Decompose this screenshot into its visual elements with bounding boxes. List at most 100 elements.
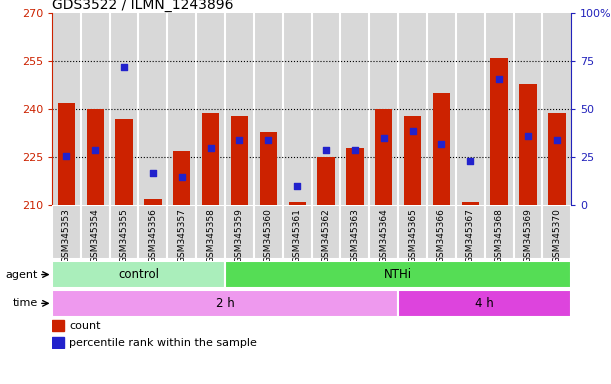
Bar (225, 205, 254, 259)
Bar (52, 337, 64, 348)
Point (148, 170, 158, 176)
Bar (369, 205, 398, 259)
Text: GSM345360: GSM345360 (264, 208, 273, 263)
Point (263, 137, 273, 143)
Bar (109, 13, 139, 205)
Bar (81, 205, 109, 259)
Bar (312, 13, 340, 205)
Bar (543, 13, 571, 205)
Point (206, 145, 216, 151)
Point (321, 147, 331, 153)
Point (379, 135, 389, 141)
Bar (519, 84, 536, 205)
Text: GSM345370: GSM345370 (552, 208, 562, 263)
Bar (427, 13, 456, 205)
Bar (398, 205, 427, 259)
Point (90, 147, 100, 153)
Bar (231, 116, 248, 205)
Point (466, 158, 475, 164)
Bar (52, 205, 81, 259)
Point (350, 147, 360, 153)
Bar (254, 13, 283, 205)
Bar (57, 103, 75, 205)
Text: time: time (12, 298, 37, 308)
Point (408, 127, 417, 134)
Bar (283, 13, 312, 205)
Bar (52, 261, 225, 288)
Bar (254, 205, 283, 259)
Bar (427, 205, 456, 259)
Bar (456, 13, 485, 205)
Bar (173, 151, 191, 205)
Bar (196, 205, 225, 259)
Point (494, 76, 504, 82)
Point (437, 141, 447, 147)
Bar (202, 113, 219, 205)
Bar (109, 205, 139, 259)
Point (235, 137, 244, 143)
Bar (167, 205, 196, 259)
Point (177, 174, 187, 180)
Bar (52, 290, 398, 317)
Bar (225, 261, 571, 288)
Text: GSM345365: GSM345365 (408, 208, 417, 263)
Text: NTHi: NTHi (384, 268, 412, 281)
Bar (369, 13, 398, 205)
Text: GSM345366: GSM345366 (437, 208, 446, 263)
Bar (283, 205, 312, 259)
Bar (433, 93, 450, 205)
Bar (462, 202, 479, 205)
Text: percentile rank within the sample: percentile rank within the sample (69, 338, 257, 348)
Point (552, 137, 562, 143)
Text: 2 h: 2 h (216, 297, 235, 310)
Bar (144, 199, 161, 205)
Bar (225, 13, 254, 205)
Bar (404, 116, 421, 205)
Text: 4 h: 4 h (475, 297, 494, 310)
Bar (87, 109, 104, 205)
Bar (375, 109, 392, 205)
Bar (491, 58, 508, 205)
Point (119, 64, 129, 70)
Text: GSM345353: GSM345353 (62, 208, 71, 263)
Bar (139, 205, 167, 259)
Bar (543, 205, 571, 259)
Text: GSM345357: GSM345357 (177, 208, 186, 263)
Bar (52, 320, 64, 331)
Bar (340, 205, 369, 259)
Text: GSM345359: GSM345359 (235, 208, 244, 263)
Bar (317, 157, 335, 205)
Bar (115, 119, 133, 205)
Text: GSM345363: GSM345363 (350, 208, 359, 263)
Text: GSM345364: GSM345364 (379, 208, 388, 263)
Bar (548, 113, 566, 205)
Bar (139, 13, 167, 205)
Point (523, 133, 533, 139)
Bar (340, 13, 369, 205)
Bar (346, 148, 364, 205)
Point (292, 183, 302, 189)
Bar (260, 132, 277, 205)
Bar (514, 13, 543, 205)
Text: GSM345369: GSM345369 (524, 208, 533, 263)
Bar (167, 13, 196, 205)
Text: GSM345355: GSM345355 (120, 208, 128, 263)
Bar (52, 13, 81, 205)
Text: GSM345358: GSM345358 (206, 208, 215, 263)
Bar (398, 13, 427, 205)
Text: GSM345367: GSM345367 (466, 208, 475, 263)
Text: agent: agent (5, 270, 37, 280)
Text: GDS3522 / ILMN_1243896: GDS3522 / ILMN_1243896 (52, 0, 233, 12)
Text: control: control (118, 268, 159, 281)
Bar (398, 290, 571, 317)
Point (62, 152, 71, 159)
Bar (81, 13, 109, 205)
Bar (456, 205, 485, 259)
Bar (312, 205, 340, 259)
Text: GSM345368: GSM345368 (495, 208, 503, 263)
Text: GSM345362: GSM345362 (321, 208, 331, 263)
Text: count: count (69, 321, 101, 331)
Bar (514, 205, 543, 259)
Text: GSM345354: GSM345354 (90, 208, 100, 263)
Bar (485, 205, 514, 259)
